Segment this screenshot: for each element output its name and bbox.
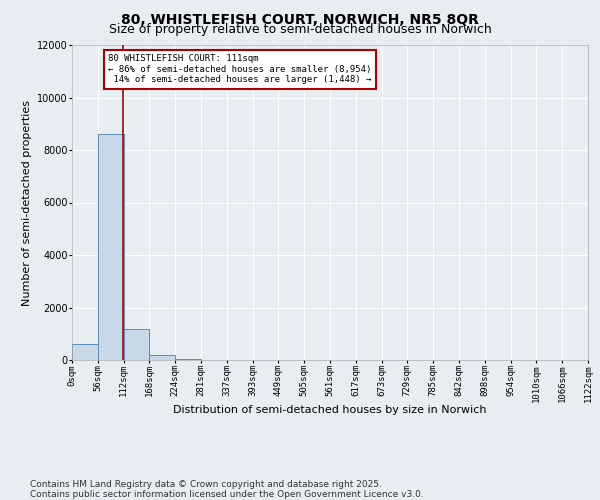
Bar	[175, 358, 201, 360]
Bar	[72, 344, 98, 360]
Bar	[149, 355, 175, 360]
Y-axis label: Number of semi-detached properties: Number of semi-detached properties	[22, 100, 32, 306]
Bar	[98, 134, 124, 360]
Bar	[124, 328, 149, 360]
Text: 80 WHISTLEFISH COURT: 111sqm
← 86% of semi-detached houses are smaller (8,954)
 : 80 WHISTLEFISH COURT: 111sqm ← 86% of se…	[108, 54, 371, 84]
X-axis label: Distribution of semi-detached houses by size in Norwich: Distribution of semi-detached houses by …	[173, 404, 487, 414]
Text: Size of property relative to semi-detached houses in Norwich: Size of property relative to semi-detach…	[109, 22, 491, 36]
Text: 80, WHISTLEFISH COURT, NORWICH, NR5 8QR: 80, WHISTLEFISH COURT, NORWICH, NR5 8QR	[121, 12, 479, 26]
Text: Contains HM Land Registry data © Crown copyright and database right 2025.
Contai: Contains HM Land Registry data © Crown c…	[30, 480, 424, 499]
